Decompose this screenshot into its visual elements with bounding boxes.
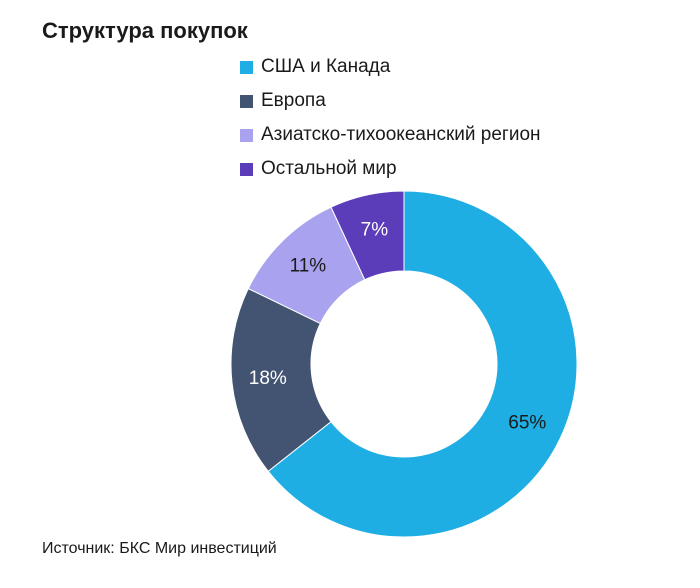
source-note: Источник: БКС Мир инвестиций [42, 540, 277, 557]
slice-label: 18% [249, 368, 287, 389]
legend-label: Остальной мир [261, 158, 397, 179]
legend-item: Европа [240, 84, 541, 118]
donut-slice [330, 190, 405, 281]
chart-title: Структура покупок [42, 18, 248, 43]
slice-label: 65% [508, 413, 546, 434]
donut-slice [267, 190, 578, 538]
legend: США и Канада Европа Азиатско-тихоокеанский… [240, 50, 541, 186]
legend-swatch [240, 162, 253, 176]
legend-item: Остальной мир [240, 152, 541, 186]
slice-label: 7% [361, 219, 389, 240]
legend-item: Азиатско-тихоокеанский регион [240, 118, 541, 152]
legend-item: США и Канада [240, 50, 541, 84]
legend-swatch [240, 128, 253, 142]
legend-swatch [240, 94, 253, 108]
legend-label: США и Канада [261, 56, 391, 77]
legend-label: Азиатско-тихоокеанский регион [261, 124, 541, 145]
slice-label: 11% [290, 255, 327, 276]
legend-label: Европа [261, 90, 326, 111]
donut-slice [230, 287, 332, 472]
legend-swatch [240, 60, 253, 74]
